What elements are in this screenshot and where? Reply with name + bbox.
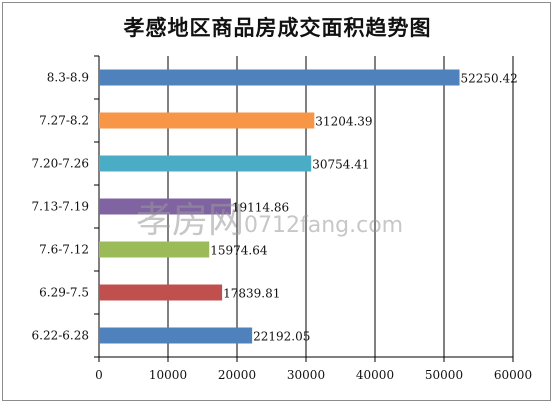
chart-frame <box>2 2 551 401</box>
chart-title: 孝感地区商品房成交面积趋势图 <box>123 16 432 40</box>
data-label: 22192.05 <box>253 330 310 344</box>
bar <box>99 198 231 215</box>
x-tick-label: 50000 <box>425 368 463 382</box>
bar <box>99 241 210 258</box>
category-label: 7.13-7.19 <box>32 200 90 214</box>
bar <box>99 284 223 301</box>
data-label: 52250.42 <box>461 72 518 86</box>
x-tick-label: 60000 <box>494 368 532 382</box>
bar <box>99 327 253 344</box>
bar <box>99 69 460 86</box>
category-label: 6.22-6.28 <box>32 329 90 343</box>
watermark-brand: 孝房网 <box>136 200 244 241</box>
category-label: 8.3-8.9 <box>47 71 89 85</box>
watermark: 孝房网 0712fang.com <box>136 200 403 241</box>
data-label: 19114.86 <box>232 201 289 215</box>
data-label: 15974.64 <box>210 244 268 258</box>
data-label: 31204.39 <box>315 115 372 129</box>
bar <box>99 155 312 172</box>
category-label: 6.29-7.5 <box>39 286 89 300</box>
x-tick-label: 40000 <box>356 368 394 382</box>
category-label: 7.6-7.12 <box>39 243 89 257</box>
x-tick-label: 10000 <box>149 368 187 382</box>
watermark-url: 0712fang.com <box>244 213 403 238</box>
x-tick-label: 30000 <box>287 368 325 382</box>
data-label: 17839.81 <box>223 287 280 301</box>
category-label: 7.20-7.26 <box>32 157 90 171</box>
bar <box>99 112 315 129</box>
x-tick-label: 0 <box>95 368 103 382</box>
category-label: 7.27-8.2 <box>39 114 89 128</box>
x-tick-label: 20000 <box>218 368 256 382</box>
data-label: 30754.41 <box>312 158 369 172</box>
